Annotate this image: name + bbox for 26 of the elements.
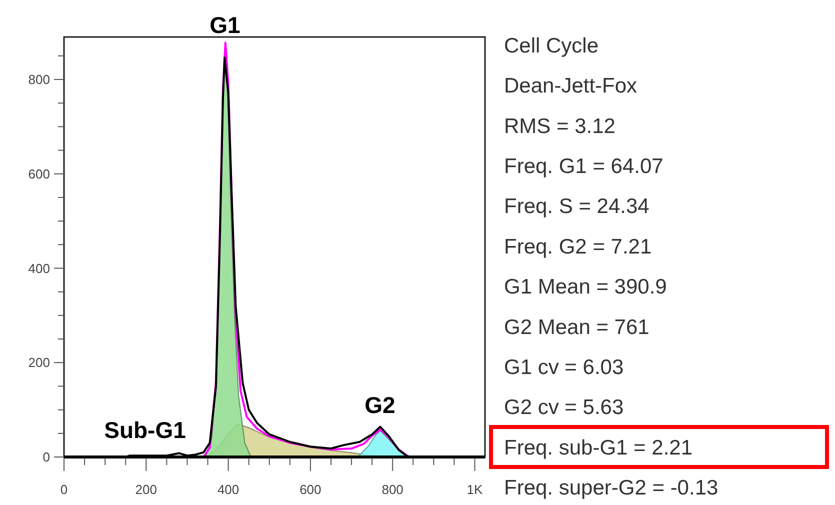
y-tick-label: 600 (28, 166, 50, 182)
text: Freq. S = 24.34 (504, 195, 650, 218)
annotation: Sub-G1 (104, 417, 186, 444)
text: RMS = 3.12 (504, 114, 616, 138)
x-tick-label: 0 (60, 482, 68, 497)
text: Dean-Jett-Fox (504, 74, 638, 98)
text: G2 Mean = 761 (504, 316, 650, 339)
x-tick-label: 1K (466, 482, 484, 497)
x-tick-label: 600 (300, 482, 322, 497)
text: G1 cv = 6.03 (504, 356, 624, 379)
y-tick-label: 0 (42, 450, 50, 465)
text: Freq. G1 = 64.07 (504, 154, 664, 178)
x-tick-label: 400 (217, 482, 240, 497)
y-tick-label: 400 (28, 260, 50, 276)
text: Freq. sub-G1 = 2.21 (504, 436, 693, 460)
text: Freq. super-G2 = -0.13 (504, 476, 718, 500)
x-tick-label: 200 (135, 482, 157, 497)
text: Cell Cycle (504, 34, 599, 58)
annotation: G2 (364, 392, 396, 418)
y-tick-label: 200 (28, 355, 50, 370)
text: G2 cv = 5.63 (504, 396, 624, 420)
x-tick-label: 800 (382, 482, 404, 497)
text: G1 Mean = 390.9 (504, 276, 667, 299)
text: Freq. G2 = 7.21 (504, 235, 652, 258)
annotation: G1 (210, 12, 241, 38)
y-tick-label: 800 (28, 72, 50, 88)
